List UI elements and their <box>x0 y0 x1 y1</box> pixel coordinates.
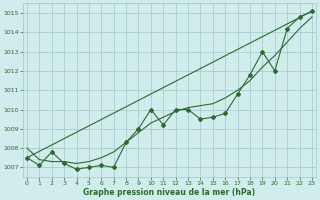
X-axis label: Graphe pression niveau de la mer (hPa): Graphe pression niveau de la mer (hPa) <box>84 188 256 197</box>
